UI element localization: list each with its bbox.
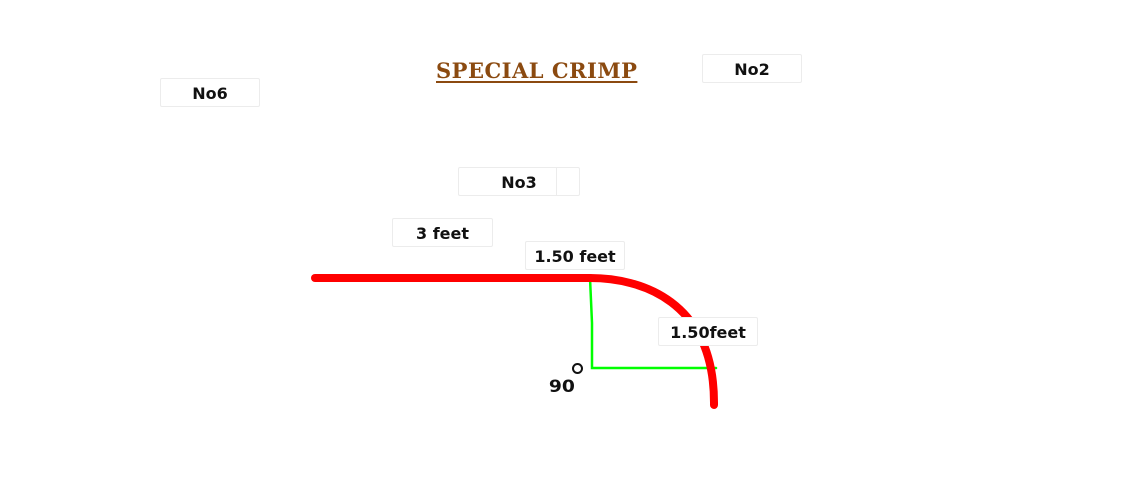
label-no3[interactable]: No3 xyxy=(458,167,580,196)
right-angle-guide xyxy=(588,276,718,370)
diagram-title: SPECIAL CRIMP xyxy=(436,58,638,83)
radius-top-label[interactable]: 1.50 feet xyxy=(525,241,625,270)
label-no6[interactable]: No6 xyxy=(160,78,260,107)
radius-side-label[interactable]: 1.50feet xyxy=(658,317,758,346)
curved-section xyxy=(586,274,719,409)
label-no3-divider xyxy=(556,168,557,195)
straight-length-label[interactable]: 3 feet xyxy=(392,218,493,247)
angle-value: 90 xyxy=(548,377,575,397)
label-no2[interactable]: No2 xyxy=(702,54,802,83)
degree-symbol xyxy=(572,363,583,374)
label-no3-text: No3 xyxy=(501,173,537,192)
